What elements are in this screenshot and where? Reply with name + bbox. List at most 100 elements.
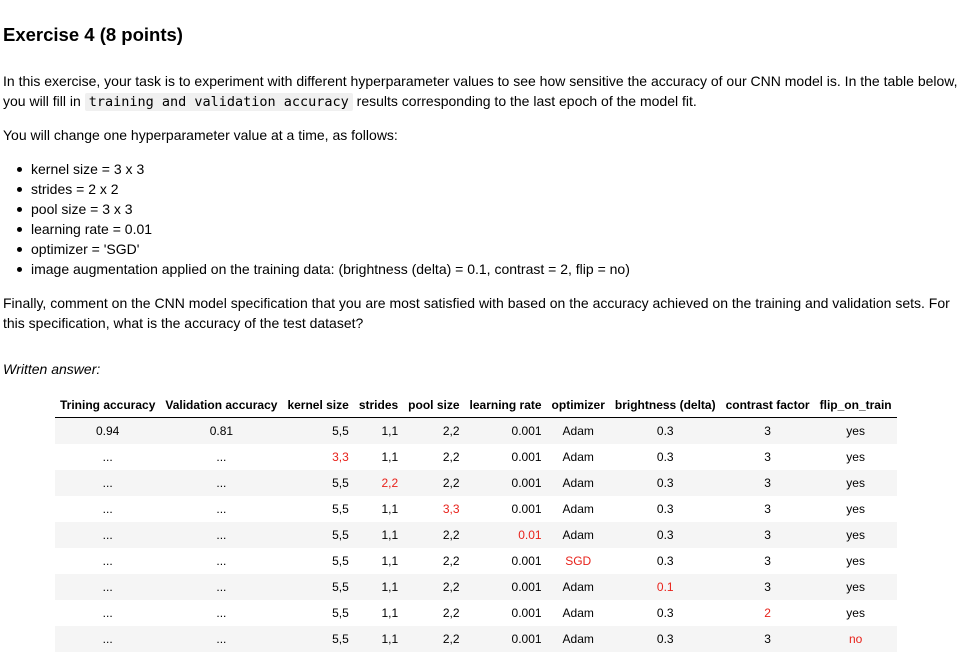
list-item: kernel size = 3 x 3 [0, 159, 630, 179]
validation-accuracy-cell: ... [216, 450, 227, 464]
instructions-paragraph: You will change one hyperparameter value… [3, 127, 398, 143]
table-row: ...... 5,5 1,1 2,2 0.01 Adam 0.3 3 yes [55, 522, 897, 548]
pool-size-cell: 2,2 [442, 606, 460, 620]
training-accuracy-cell: ... [55, 574, 161, 600]
contrast-factor-cell: 3 [720, 626, 815, 652]
validation-accuracy-cell: 0.81 [160, 417, 283, 444]
learning-rate-cell: 0.001 [511, 450, 542, 464]
validation-accuracy-cell: ... [216, 502, 227, 516]
validation-accuracy-cell: ... [216, 554, 227, 568]
intro-text-1: In this exercise, your task is to experi… [3, 73, 958, 109]
table-body: 0.94 0.81 5,5 1,1 2,2 0.001 Adam 0.3 3 yes...... 3… [55, 417, 897, 652]
strides-cell: 1,1 [381, 554, 399, 568]
brightness-cell: 0.1 [609, 574, 721, 600]
strides-cell: 1,1 [381, 606, 399, 620]
optimizer-cell: Adam [562, 450, 594, 464]
flip-on-train-cell: yes [814, 522, 897, 548]
hyperparameter-list: kernel size = 3 x 3 strides = 2 x 2 pool… [0, 159, 630, 279]
header-strides: strides [353, 392, 404, 418]
table-row: ...... 5,5 2,2 2,2 0.001 Adam 0.3 3 yes [55, 470, 897, 496]
table-row: ...... 5,5 1,1 3,3 0.001 Adam 0.3 3 yes [55, 496, 897, 522]
list-item: optimizer = 'SGD' [0, 239, 630, 259]
flip-on-train-cell: yes [814, 470, 897, 496]
pool-size-cell: 2,2 [403, 417, 465, 444]
header-brightness: brightness (delta) [609, 392, 721, 418]
strides-cell: 1,1 [353, 522, 404, 548]
flip-on-train-cell: no [814, 626, 897, 652]
optimizer-cell: Adam [546, 417, 610, 444]
strides-cell: 1,1 [381, 502, 399, 516]
pool-size-cell: 2,2 [403, 574, 465, 600]
header-pool-size: pool size [403, 392, 465, 418]
kernel-size-cell: 5,5 [332, 502, 349, 516]
learning-rate-cell: 0.001 [511, 554, 542, 568]
kernel-size-cell: 5,5 [282, 417, 354, 444]
brightness-cell: 0.3 [656, 502, 674, 516]
brightness-cell: 0.3 [656, 450, 674, 464]
intro-code: training and validation accuracy [84, 93, 353, 111]
header-flip-on-train: flip_on_train [814, 392, 897, 418]
learning-rate-cell: 0.001 [464, 417, 547, 444]
strides-cell: 2,2 [353, 470, 404, 496]
header-training-accuracy: Trining accuracy [55, 392, 161, 418]
flip-on-train-cell: yes [846, 606, 865, 620]
strides-cell: 1,1 [353, 626, 404, 652]
pool-size-cell: 2,2 [442, 554, 460, 568]
intro-text-2: results corresponding to the last epoch … [352, 93, 697, 109]
strides-cell: 1,1 [353, 417, 404, 444]
contrast-factor-cell: 3 [764, 450, 771, 464]
flip-on-train-cell: yes [846, 450, 865, 464]
results-table: Trining accuracy Validation accuracy ker… [55, 392, 897, 652]
validation-accuracy-cell: ... [216, 606, 227, 620]
final-question-paragraph: Finally, comment on the CNN model specif… [3, 295, 950, 331]
kernel-size-cell: 3,3 [332, 450, 349, 464]
brightness-cell: 0.3 [609, 626, 721, 652]
table-row: 0.94 0.81 5,5 1,1 2,2 0.001 Adam 0.3 3 yes [55, 417, 897, 444]
table-row: ...... 5,5 1,1 2,2 0.001 Adam 0.3 3 no [55, 626, 897, 652]
training-accuracy-cell: ... [55, 626, 161, 652]
optimizer-cell: Adam [546, 626, 610, 652]
kernel-size-cell: 5,5 [282, 470, 354, 496]
intro-paragraph: In this exercise, your task is to experi… [3, 71, 965, 112]
kernel-size-cell: 5,5 [332, 606, 349, 620]
list-item: image augmentation applied on the traini… [0, 259, 630, 279]
brightness-cell: 0.3 [656, 554, 674, 568]
optimizer-cell: Adam [546, 574, 610, 600]
contrast-factor-cell: 3 [720, 574, 815, 600]
learning-rate-cell: 0.001 [464, 470, 547, 496]
validation-accuracy-cell: ... [160, 626, 283, 652]
training-accuracy-cell: 0.94 [55, 417, 161, 444]
pool-size-cell: 2,2 [403, 522, 465, 548]
list-item: pool size = 3 x 3 [0, 199, 630, 219]
learning-rate-cell: 0.001 [464, 626, 547, 652]
table-row: ...... 3,3 1,1 2,2 0.001 Adam 0.3 3 yes [55, 444, 897, 470]
training-accuracy-cell: ... [102, 606, 113, 620]
optimizer-cell: Adam [546, 522, 610, 548]
kernel-size-cell: 5,5 [282, 626, 354, 652]
optimizer-cell: Adam [562, 606, 594, 620]
pool-size-cell: 2,2 [442, 450, 460, 464]
validation-accuracy-cell: ... [160, 470, 283, 496]
list-item: strides = 2 x 2 [0, 179, 630, 199]
validation-accuracy-cell: ... [160, 522, 283, 548]
optimizer-cell: Adam [546, 470, 610, 496]
training-accuracy-cell: ... [102, 554, 113, 568]
contrast-factor-cell: 3 [720, 470, 815, 496]
list-item: learning rate = 0.01 [0, 219, 630, 239]
optimizer-cell: Adam [562, 502, 594, 516]
brightness-cell: 0.3 [609, 522, 721, 548]
contrast-factor-cell: 2 [764, 606, 771, 620]
flip-on-train-cell: yes [814, 574, 897, 600]
contrast-factor-cell: 3 [764, 502, 771, 516]
written-answer-label: Written answer: [3, 361, 101, 377]
contrast-factor-cell: 3 [764, 554, 771, 568]
training-accuracy-cell: ... [102, 502, 113, 516]
flip-on-train-cell: yes [846, 502, 865, 516]
kernel-size-cell: 5,5 [282, 522, 354, 548]
pool-size-cell: 2,2 [403, 626, 465, 652]
validation-accuracy-cell: ... [160, 574, 283, 600]
header-contrast-factor: contrast factor [720, 392, 815, 418]
header-kernel-size: kernel size [282, 392, 354, 418]
learning-rate-cell: 0.001 [464, 574, 547, 600]
flip-on-train-cell: yes [846, 554, 865, 568]
